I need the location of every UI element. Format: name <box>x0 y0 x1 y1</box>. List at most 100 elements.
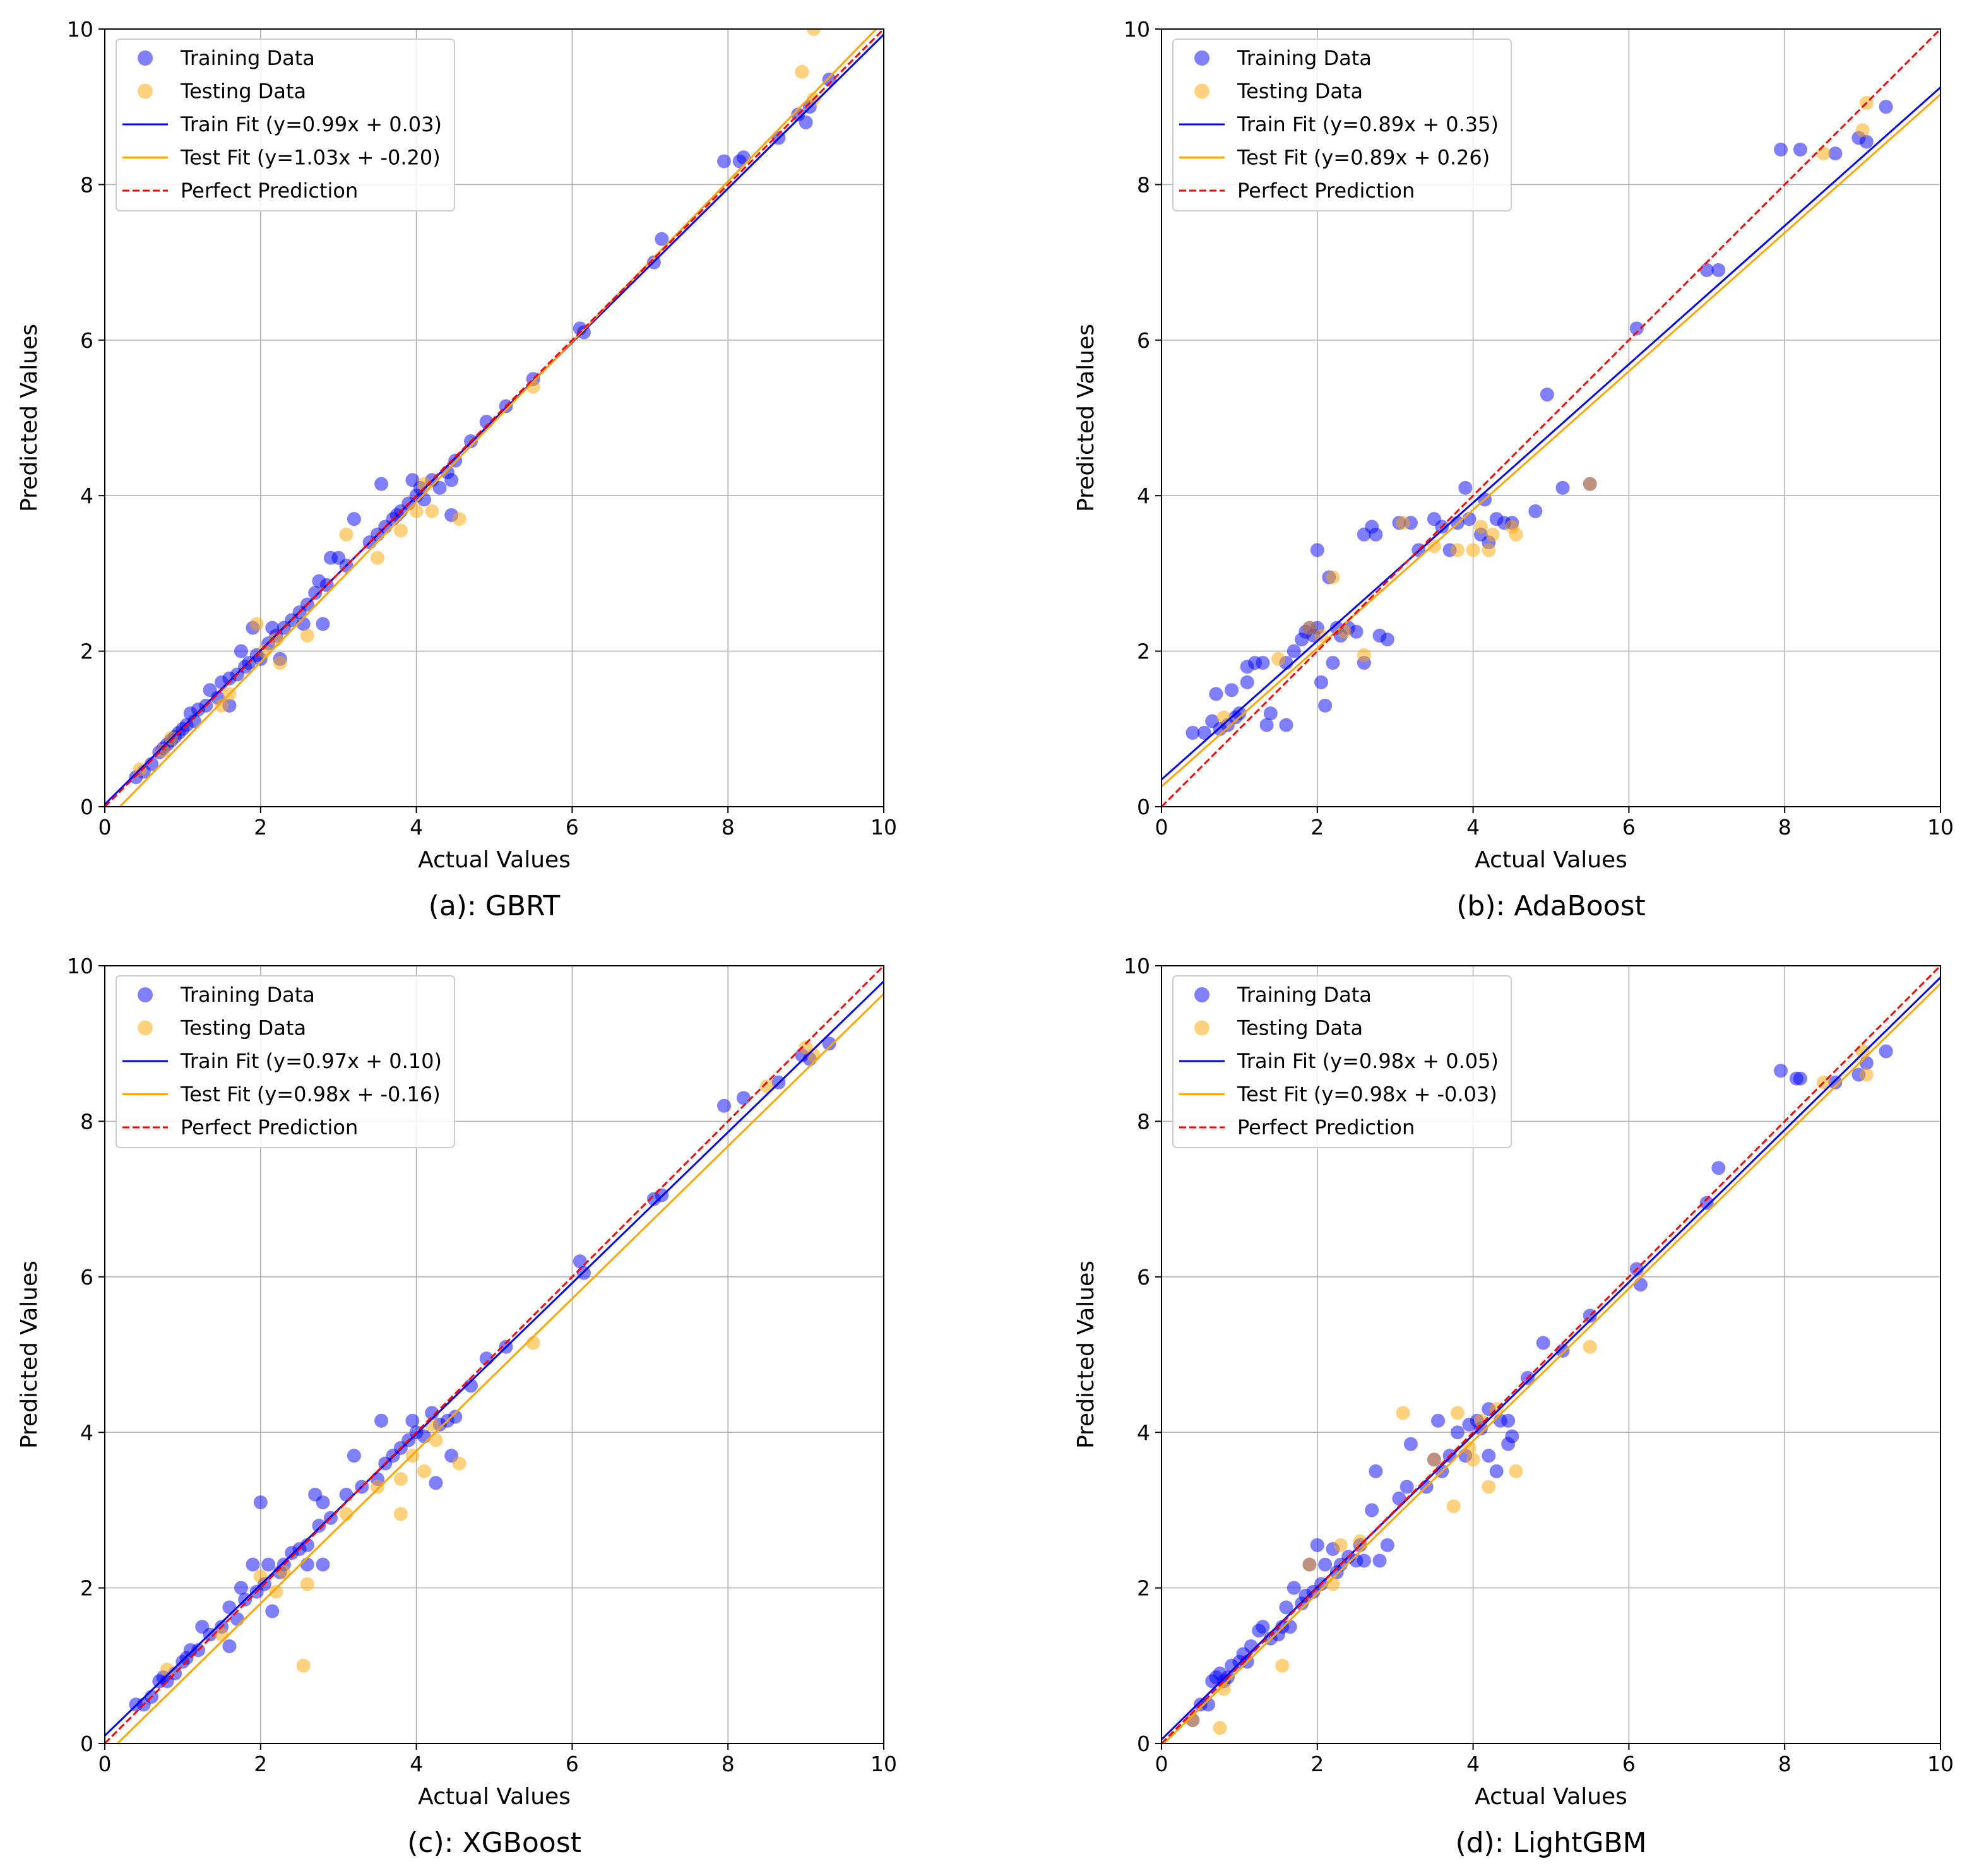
training-point <box>448 1410 463 1424</box>
testing-point <box>370 1480 384 1494</box>
training-point <box>316 1557 330 1572</box>
training-point <box>1711 263 1726 277</box>
perfect-prediction-line <box>1162 29 1940 807</box>
legend: Training Data Testing Data Train Fit (y=0.… <box>1172 39 1512 211</box>
training-point <box>246 1557 260 1572</box>
chart-panel-2: 0 2 4 6 8 10 0 2 4 6 8 10 Actual Values Predicted Val… <box>1073 17 1954 922</box>
plot-area <box>105 29 884 807</box>
legend-marker-training <box>138 987 153 1002</box>
perfect-prediction-line <box>105 29 884 807</box>
legend-label: Test Fit (y=0.89x + 0.26) <box>1237 146 1490 170</box>
training-point <box>1528 504 1543 518</box>
y-tick-label: 4 <box>1137 484 1150 508</box>
axes-frame <box>1161 28 1941 807</box>
training-point <box>1256 656 1270 670</box>
testing-point <box>1462 1440 1477 1455</box>
testing-point <box>249 617 264 631</box>
x-tick-label: 2 <box>254 1752 267 1776</box>
testing-point <box>1509 1464 1523 1478</box>
x-tick-label: 6 <box>1622 815 1636 840</box>
test-fit-line <box>116 993 884 1743</box>
testing-point <box>1816 146 1831 161</box>
training-point <box>1263 706 1278 721</box>
legend-label: Perfect Prediction <box>181 1115 358 1139</box>
training-point <box>1259 718 1274 732</box>
legend-box <box>1172 39 1512 211</box>
training-point <box>1240 675 1254 689</box>
y-tick-label: 8 <box>80 172 93 197</box>
legend: Training Data Testing Data Train Fit (y=0.… <box>116 975 455 1148</box>
plot-area <box>1162 29 1940 807</box>
training-point <box>374 1413 389 1428</box>
legend-label: Train Fit (y=0.89x + 0.35) <box>1237 112 1499 136</box>
y-tick-label: 4 <box>80 1420 93 1445</box>
training-point <box>1283 1620 1297 1634</box>
training-point <box>1555 480 1570 495</box>
training-point <box>1287 644 1301 658</box>
testing-point <box>296 1658 311 1673</box>
y-tick-label: 10 <box>1124 954 1150 978</box>
training-point <box>1403 1437 1418 1451</box>
test-fit-line <box>1162 93 1940 788</box>
legend-label: Perfect Prediction <box>181 179 358 203</box>
x-tick-label: 8 <box>722 1752 735 1776</box>
x-axis-label: Actual Values <box>418 1784 571 1810</box>
testing-point <box>452 512 466 526</box>
training-point <box>1489 1464 1504 1478</box>
testing-point <box>429 1433 443 1447</box>
legend-label: Test Fit (y=0.98x + -0.03) <box>1237 1083 1497 1107</box>
testing-point <box>1213 1721 1227 1735</box>
training-point <box>1318 1557 1333 1572</box>
training-point <box>308 586 323 600</box>
test-fit-line <box>118 29 878 807</box>
x-tick-label: 6 <box>566 815 579 840</box>
training-point <box>1859 134 1874 149</box>
y-axis-label: Predicted Values <box>16 324 42 512</box>
training-point <box>1365 1503 1379 1517</box>
training-point <box>316 1495 330 1510</box>
testing-point <box>300 628 314 643</box>
testing-point <box>215 1627 229 1642</box>
training-point <box>1310 1538 1324 1552</box>
training-point <box>234 1581 248 1595</box>
y-tick-label: 0 <box>80 1731 93 1756</box>
training-point <box>1828 1075 1843 1089</box>
x-tick-label: 2 <box>1310 815 1324 840</box>
x-tick-label: 6 <box>1622 1752 1636 1776</box>
training-point <box>1380 1538 1394 1552</box>
training-point <box>1879 100 1893 114</box>
testing-point <box>1326 570 1340 585</box>
training-point <box>736 1091 751 1105</box>
axes-frame <box>1161 965 1941 1744</box>
training-point <box>717 154 732 169</box>
legend-label: Test Fit (y=1.03x + -0.20) <box>180 146 441 170</box>
y-tick-label: 2 <box>1137 1576 1150 1601</box>
legend: Training Data Testing Data Train Fit (y=0.… <box>1172 975 1512 1148</box>
testing-point <box>215 698 229 713</box>
y-tick-label: 6 <box>1137 1265 1150 1290</box>
y-tick-label: 4 <box>80 484 93 508</box>
testing-point <box>1216 710 1231 725</box>
legend-box <box>1172 975 1512 1148</box>
y-tick-label: 10 <box>1124 17 1150 42</box>
training-point <box>1793 1071 1807 1086</box>
training-point <box>1287 1581 1301 1595</box>
x-tick-label: 6 <box>566 1752 579 1776</box>
x-tick-label: 4 <box>410 815 423 840</box>
perfect-prediction-line <box>105 966 884 1743</box>
testing-point <box>1357 648 1371 662</box>
y-tick-label: 0 <box>80 795 93 819</box>
y-tick-label: 6 <box>80 328 93 353</box>
legend-marker-training <box>1194 987 1209 1002</box>
y-tick-label: 2 <box>1137 639 1150 664</box>
testing-point <box>273 656 287 670</box>
training-point <box>799 115 813 129</box>
training-point <box>347 1449 361 1463</box>
testing-point <box>1485 527 1500 542</box>
x-tick-label: 0 <box>1155 815 1168 840</box>
x-tick-label: 8 <box>1778 815 1792 840</box>
training-point <box>1279 1600 1293 1615</box>
legend-marker-testing <box>1194 83 1209 99</box>
x-tick-label: 8 <box>722 815 735 840</box>
training-point <box>1399 1480 1414 1494</box>
